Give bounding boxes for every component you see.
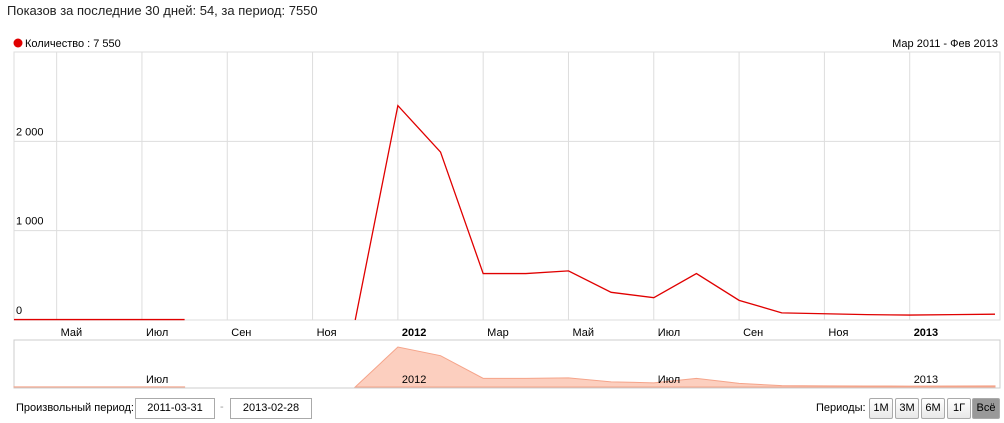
periods-label: Периоды:: [816, 402, 866, 414]
x-tick-label: Июл: [146, 327, 168, 339]
x-tick-label: 2012: [402, 327, 426, 339]
y-tick-label: 0: [16, 305, 22, 317]
navigator-label: 2012: [402, 374, 426, 386]
x-tick-label: Май: [572, 327, 594, 339]
end-date[interactable]: 2013-02-28: [230, 398, 312, 419]
x-tick-label: Ноя: [317, 327, 337, 339]
plot-frame: [13, 51, 1001, 321]
navigator-frame: [13, 339, 1001, 389]
period-button[interactable]: 1М: [869, 398, 893, 419]
y-tick-label: 1 000: [16, 216, 44, 228]
x-tick-label: Май: [61, 327, 83, 339]
dash: -: [220, 401, 224, 413]
legend-label: Количество : 7 550: [25, 38, 121, 50]
x-tick-label: Мар: [487, 327, 509, 339]
period-button[interactable]: 6М: [921, 398, 945, 419]
period-button[interactable]: 1Г: [947, 398, 971, 419]
x-tick-label: Ноя: [828, 327, 848, 339]
y-tick-label: 2 000: [16, 126, 44, 138]
legend-marker: [13, 38, 23, 48]
x-tick-label: Июл: [658, 327, 680, 339]
header: Показов за последние 30 дней: 54, за пер…: [7, 3, 318, 18]
x-tick-label: Сен: [743, 327, 763, 339]
navigator-area: [13, 346, 996, 388]
custom-period-label: Произвольный период:: [16, 402, 134, 414]
period-button[interactable]: Всё: [972, 398, 1000, 419]
navigator-label: Июл: [146, 374, 168, 386]
x-tick-label: Сен: [231, 327, 251, 339]
navigator-label: Июл: [658, 374, 680, 386]
chart: Количество : 7 550 Мар 2011 - Фев 2013 0…: [13, 38, 1001, 389]
navigator-label: 2013: [914, 374, 938, 386]
range-label: Мар 2011 - Фев 2013: [892, 38, 998, 50]
period-button[interactable]: 3М: [895, 398, 919, 419]
x-tick-label: 2013: [914, 327, 938, 339]
start-date[interactable]: 2011-03-31: [135, 398, 215, 419]
series-line: [14, 104, 996, 321]
